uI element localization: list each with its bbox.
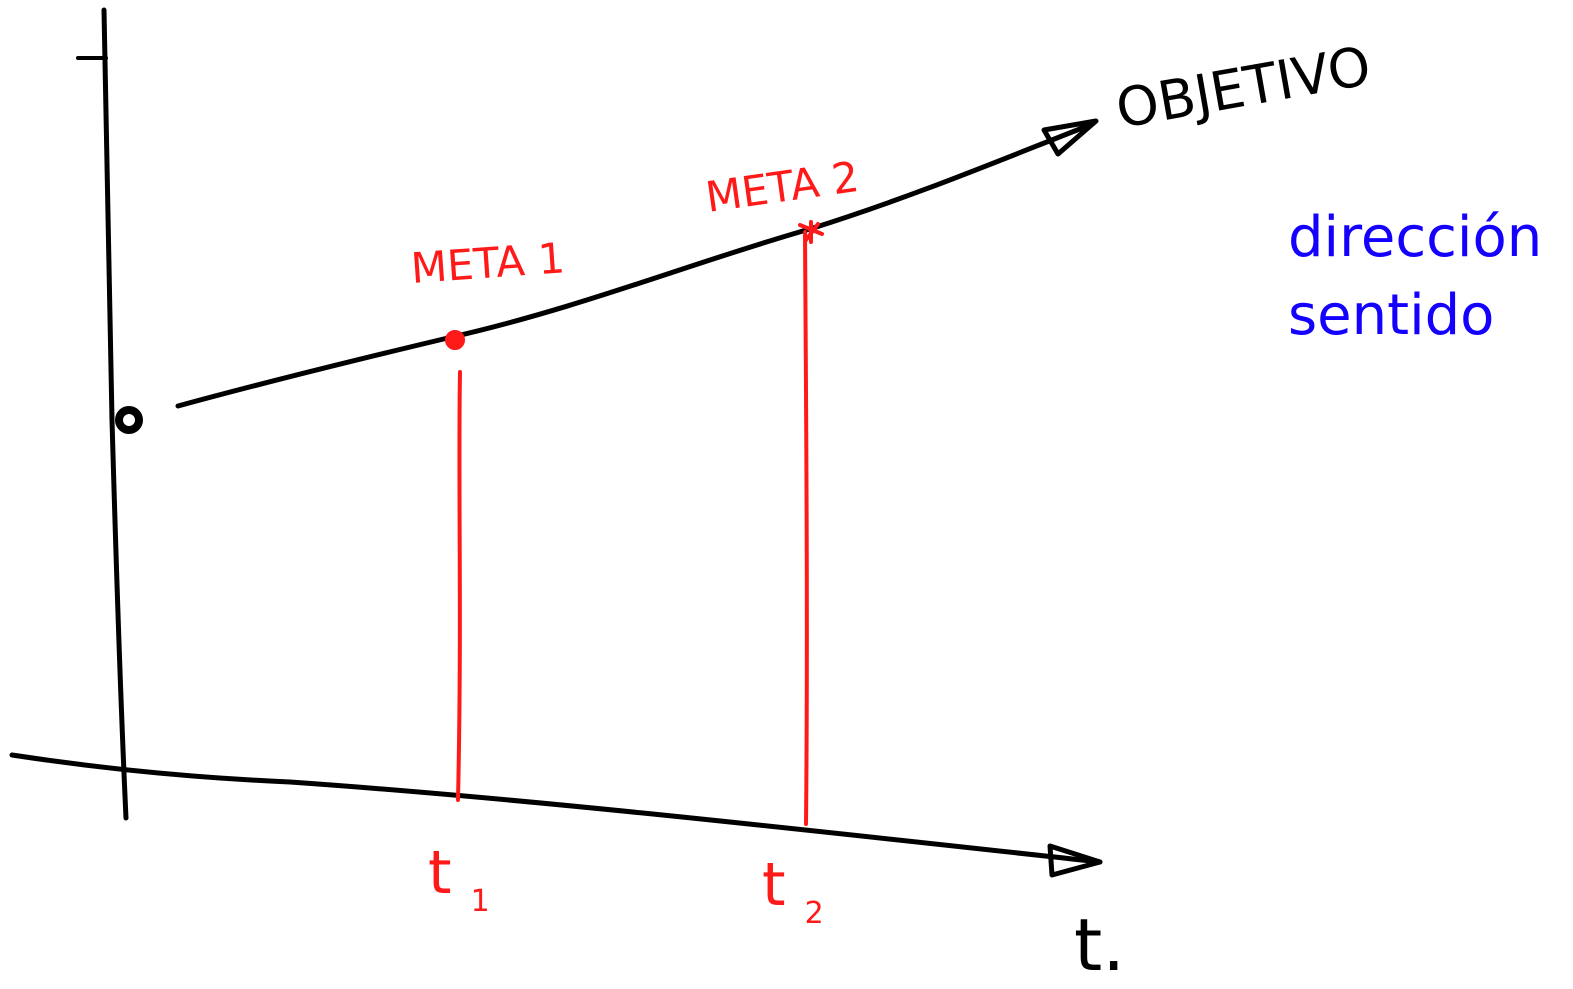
start-point [115,406,143,434]
horizontal-axis [9,752,1103,865]
t2-base: t [762,850,786,920]
meta-1-point [445,330,465,350]
horizontal-axis-arrowhead [1047,843,1103,878]
note-line-1: dirección [1288,205,1542,270]
t1-label: t 1 [428,838,490,919]
meta-2-drop-line [803,230,809,826]
trajectory-arrowhead [1041,118,1099,157]
t1-subscript: 1 [471,884,490,919]
x-axis-label: t. [1074,903,1125,987]
t1-base: t [428,838,452,908]
t2-subscript: 2 [805,896,824,931]
meta-2-label: META 2 [703,152,862,222]
meta-1-drop-line [456,370,462,802]
meta-2-point [798,220,824,244]
vertical-axis [101,7,129,821]
note-line-2: sentido [1288,283,1494,348]
trajectory-line [175,122,1093,409]
meta-1-label: META 1 [409,233,566,293]
objective-label: OBJETIVO [1111,34,1375,141]
t2-label: t 2 [762,850,824,931]
